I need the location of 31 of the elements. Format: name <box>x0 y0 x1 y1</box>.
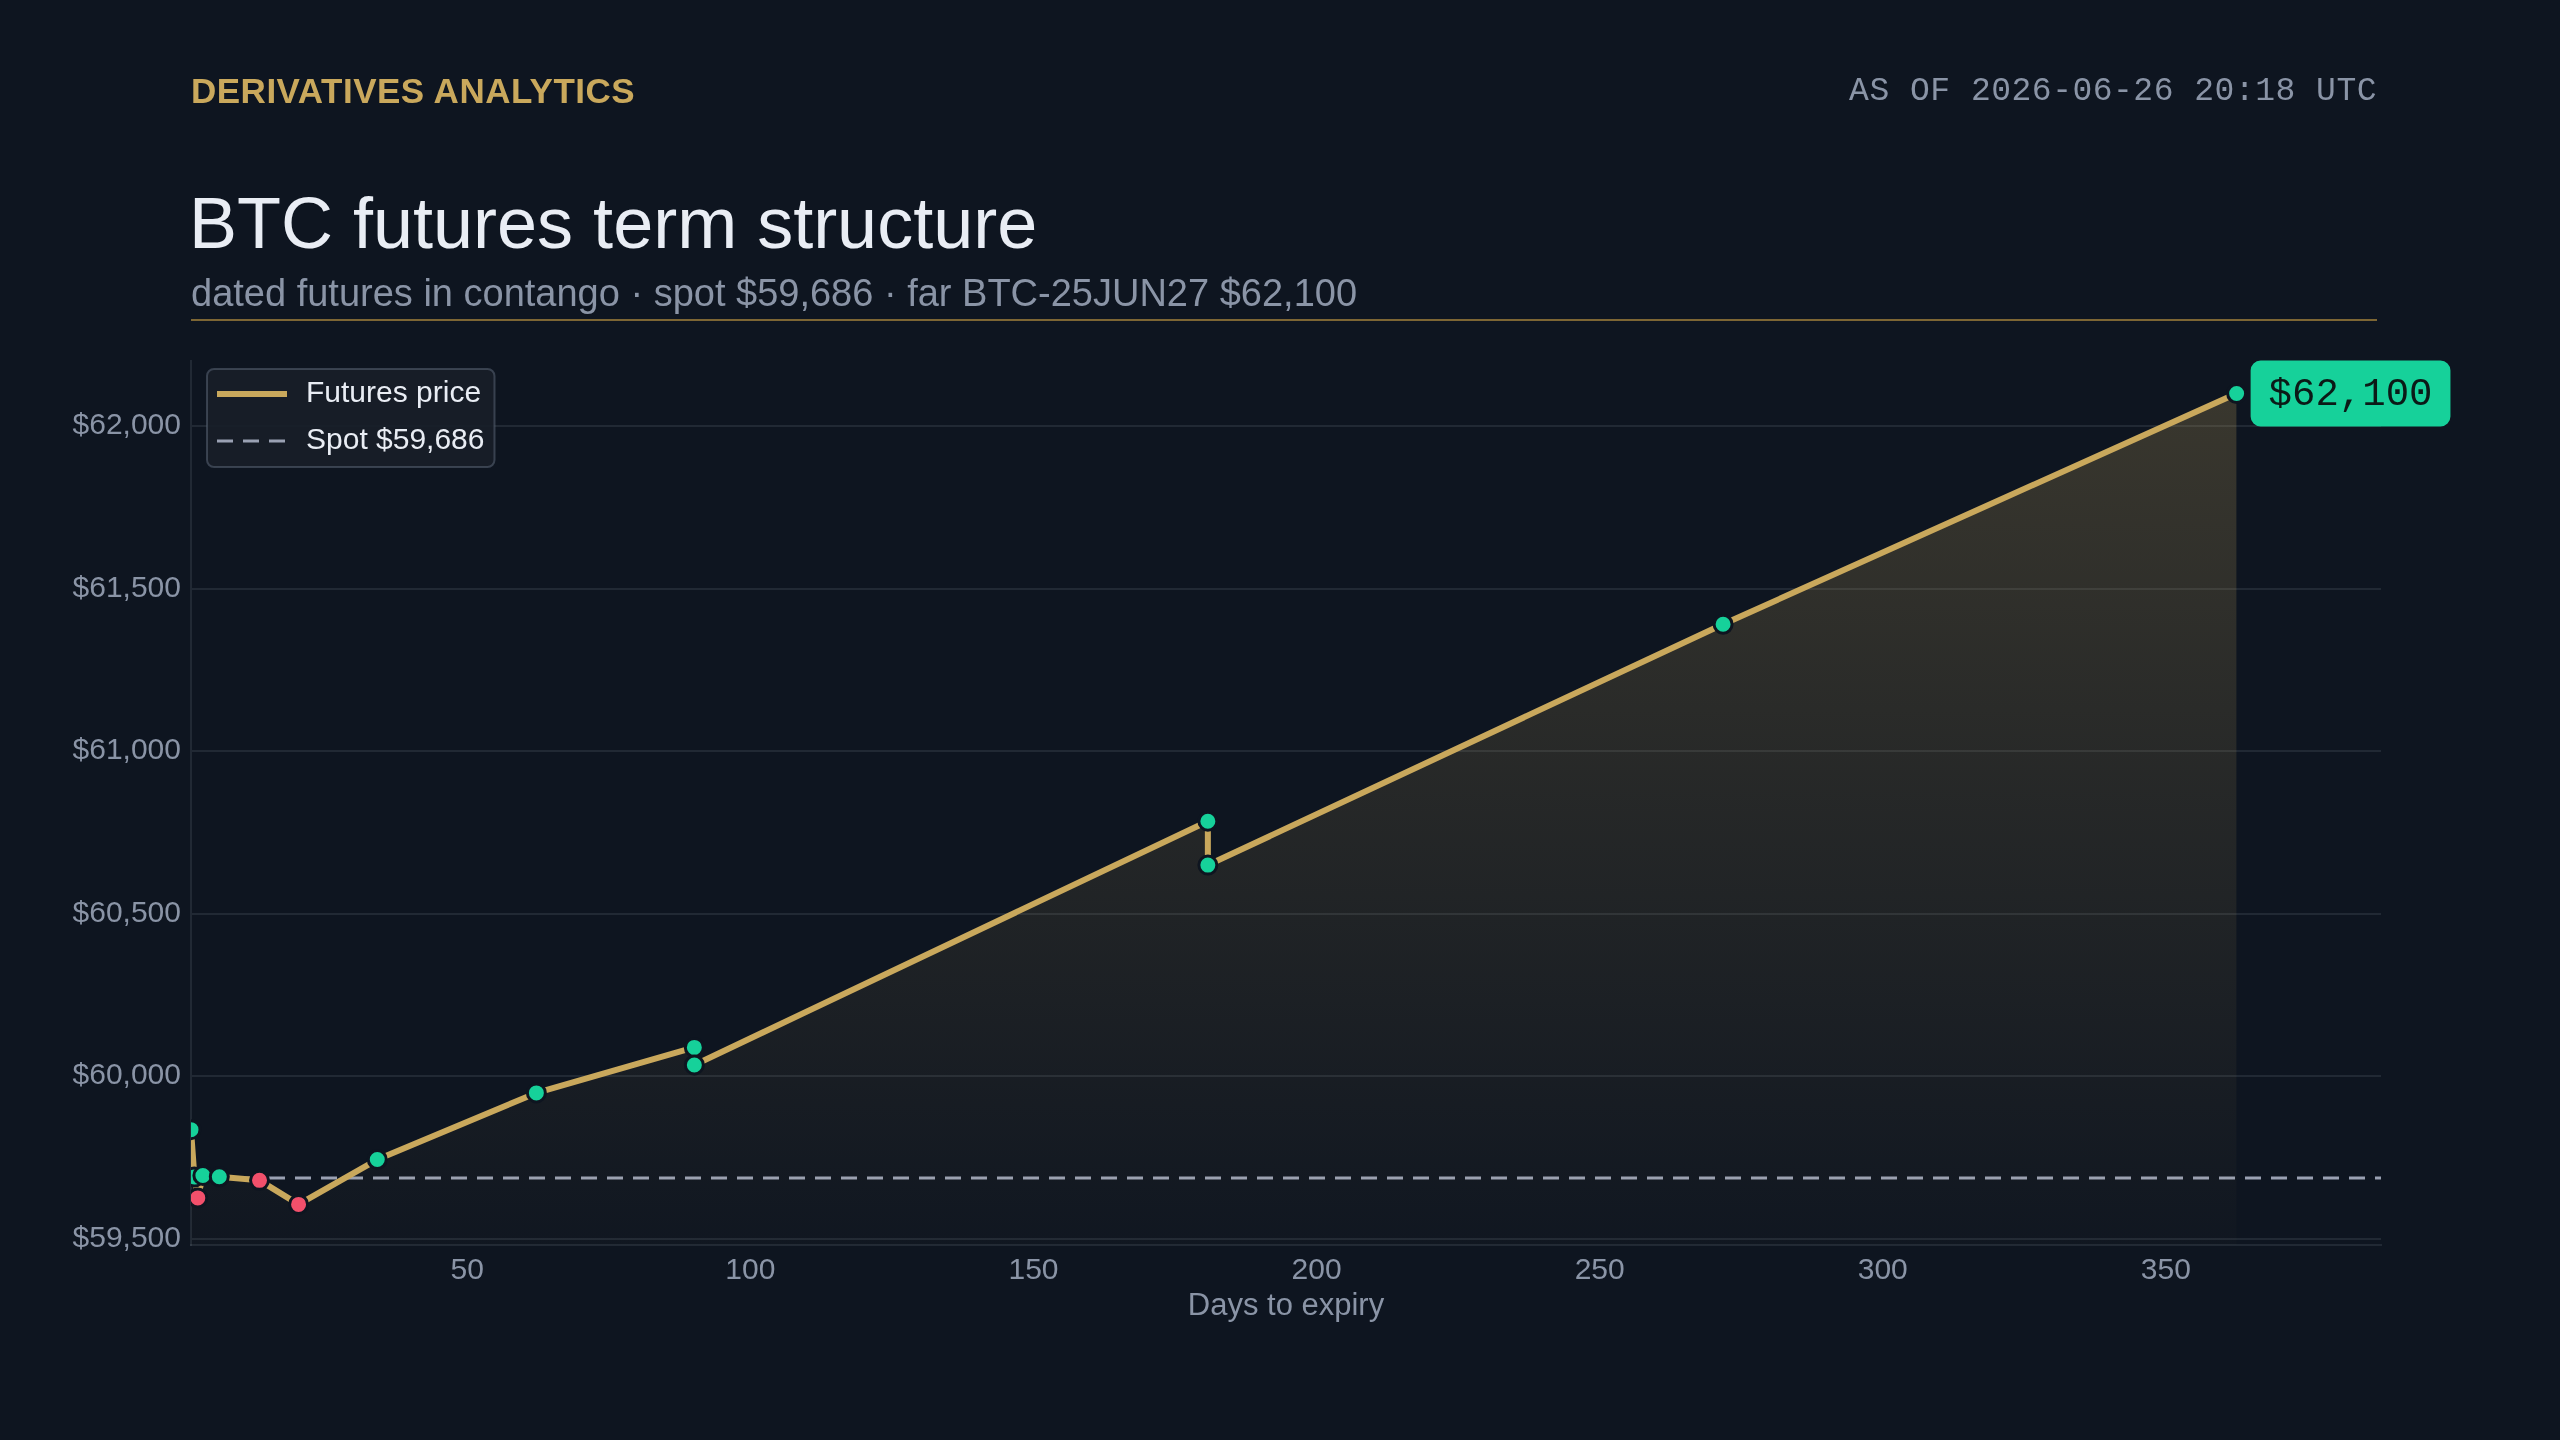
chart-subtitle: dated futures in contango · spot $59,686 · far BTC-25JUN27 $62,100 <box>191 271 1358 316</box>
legend-label: Futures price <box>306 375 482 409</box>
text: AS OF 2026-06-26 20:18 UTC <box>1849 72 2377 112</box>
x-tick-label: 350 <box>2140 1252 2191 1286</box>
y-tick-label: $59,500 <box>72 1219 181 1253</box>
point <box>208 1166 230 1188</box>
point <box>288 1193 310 1215</box>
x-tick-label: 150 <box>1008 1252 1059 1286</box>
y-tick-label: $60,000 <box>72 1057 181 1091</box>
x-tick-label: 50 <box>450 1252 484 1286</box>
text: DERIVATIVES ANALYTICS <box>191 70 636 112</box>
x-axis-title: Days to expiry <box>1187 1286 1385 1322</box>
point <box>1712 613 1734 635</box>
y-tick-label: $62,000 <box>72 407 181 441</box>
point <box>683 1054 705 1076</box>
y-tick-label: $61,500 <box>72 569 181 603</box>
y-tick-label: $60,500 <box>72 894 181 928</box>
point <box>1197 854 1219 876</box>
y-tick-label: $61,000 <box>72 732 181 766</box>
point <box>2226 383 2248 404</box>
point <box>525 1082 547 1104</box>
chart-title: BTC futures term structure <box>189 182 1038 265</box>
point <box>1197 810 1219 832</box>
x-tick-label: 300 <box>1857 1252 1908 1286</box>
point <box>366 1149 388 1171</box>
data-label: $62,100 <box>2268 372 2433 417</box>
x-tick-label: 250 <box>1574 1252 1625 1286</box>
point <box>249 1169 271 1191</box>
x-tick-label: 200 <box>1291 1252 1342 1286</box>
x-tick-label: 100 <box>725 1252 776 1286</box>
legend-label: Spot $59,686 <box>306 422 485 456</box>
